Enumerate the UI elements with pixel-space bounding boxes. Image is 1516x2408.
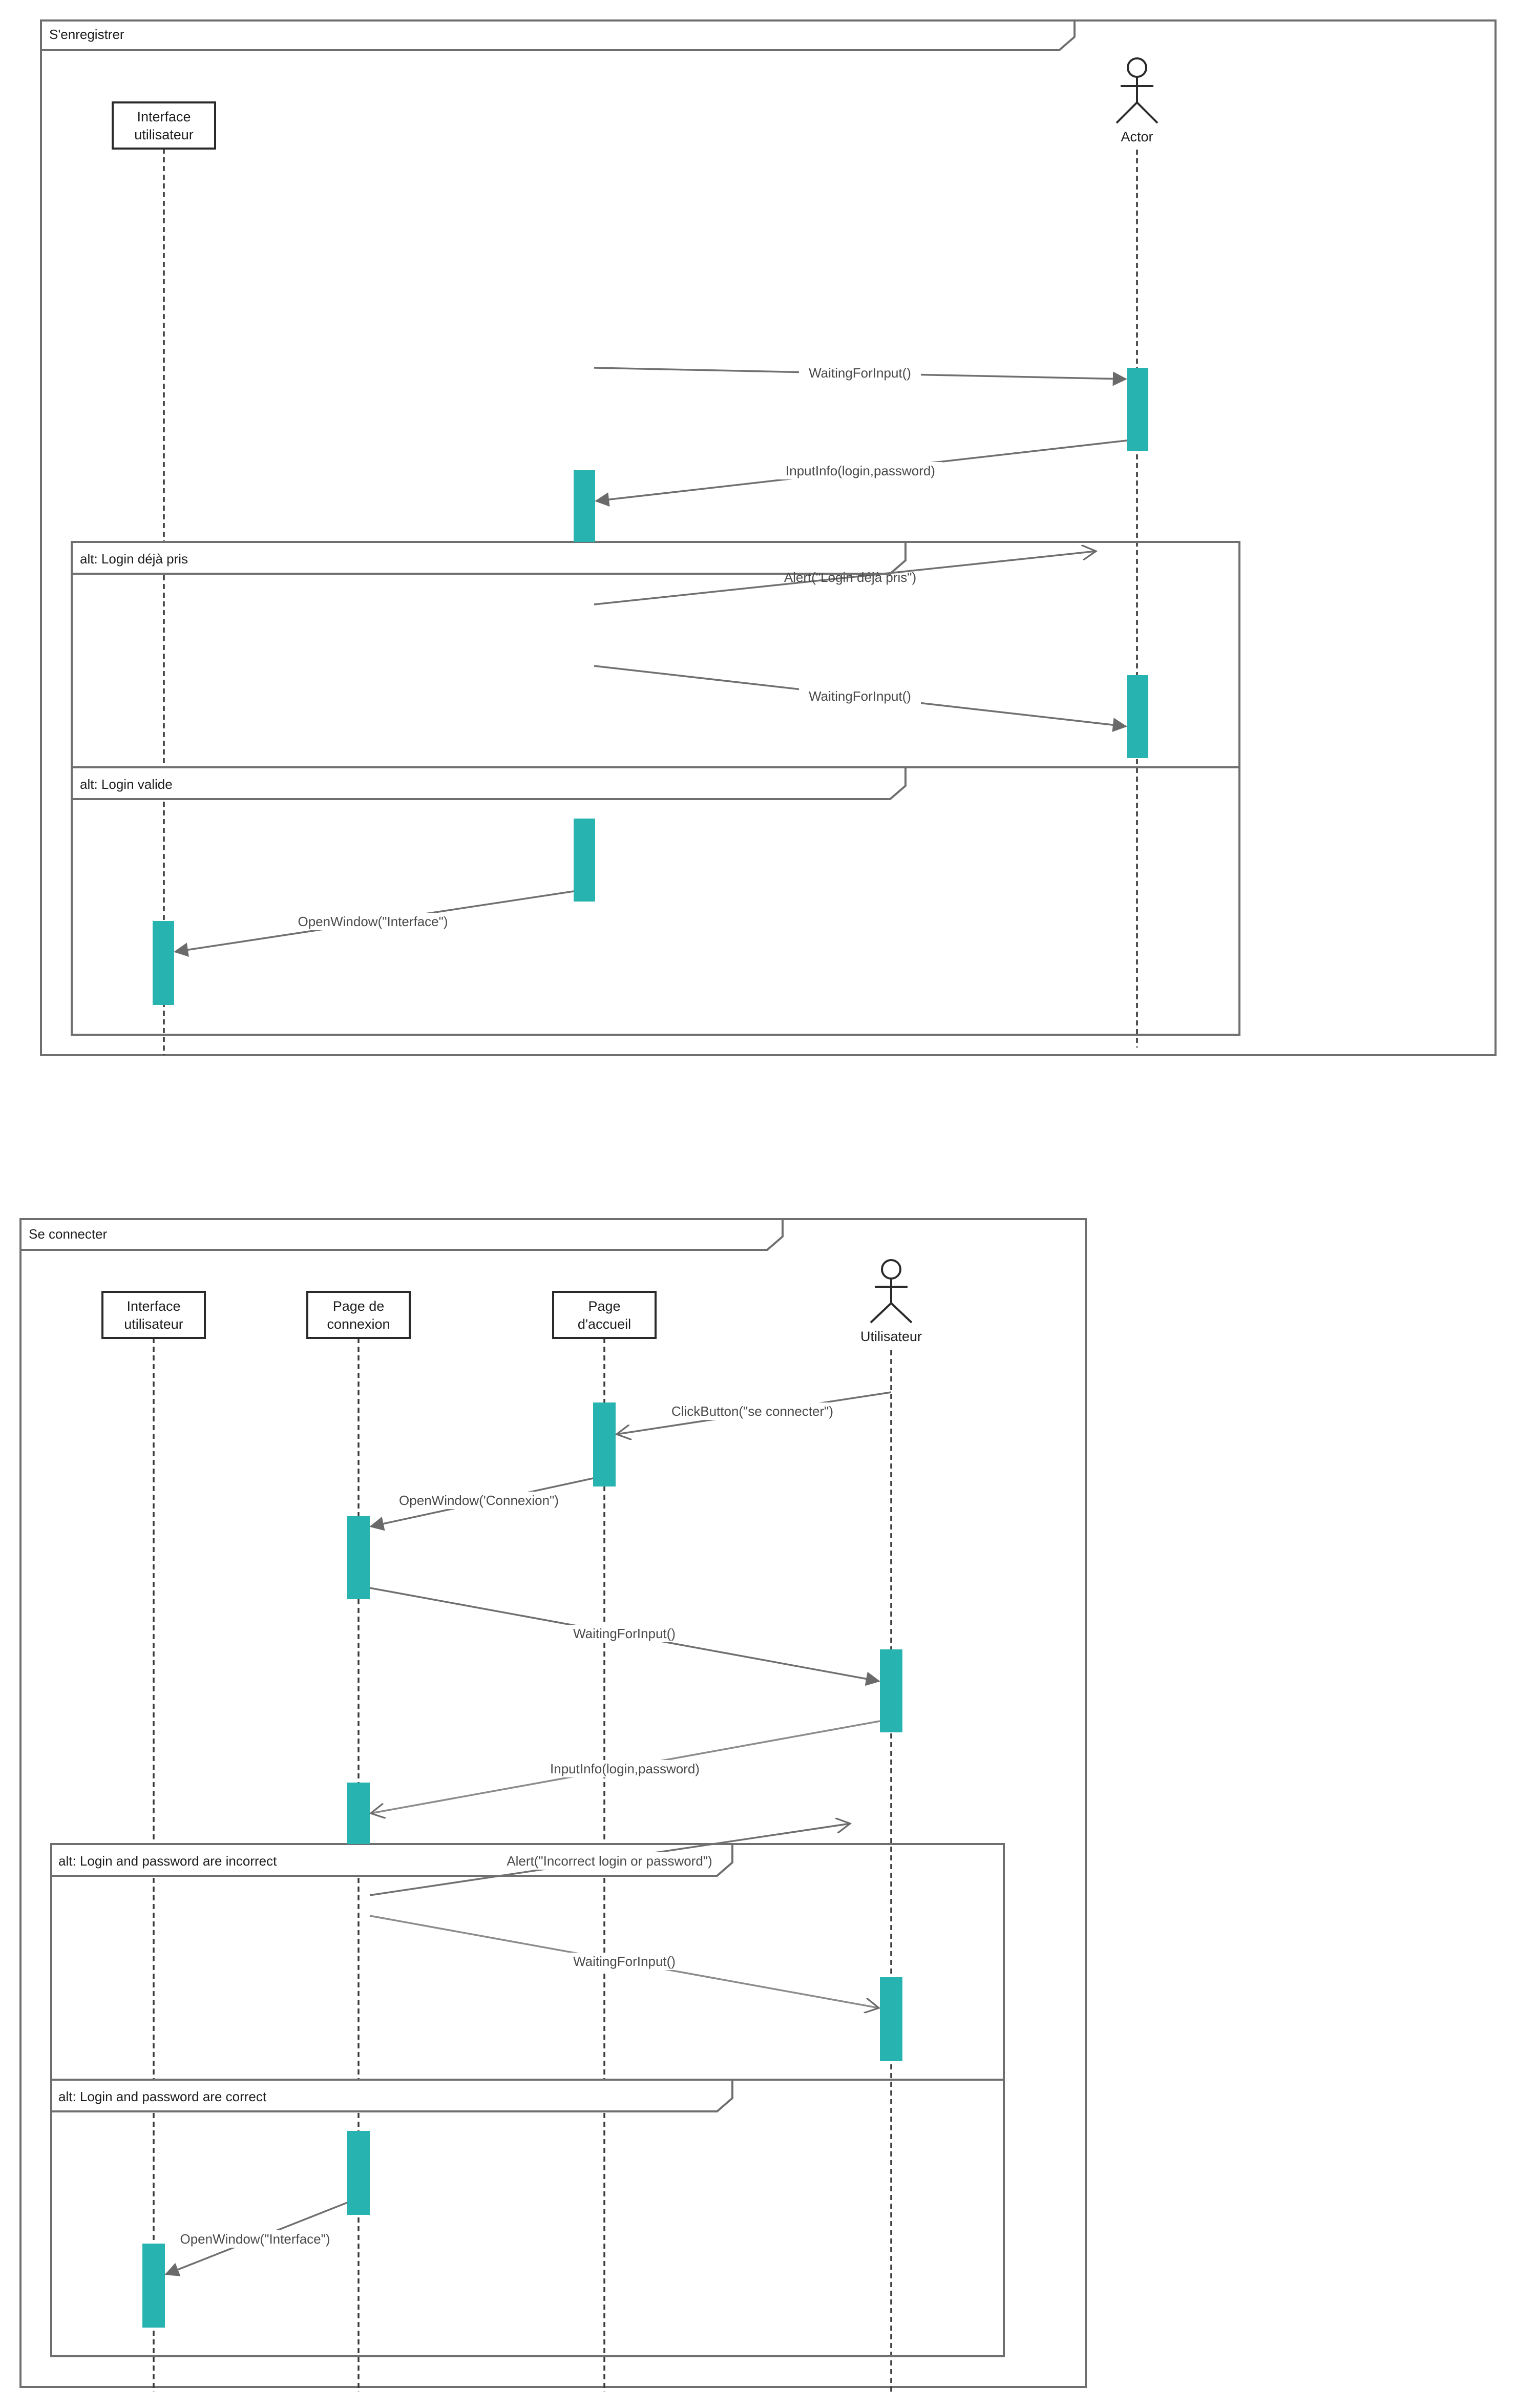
participant-ui-login [101, 1291, 206, 1339]
alt-fragment-incorrect-title: alt: Login and password are incorrect [58, 1853, 277, 1869]
message-arrow-3 [594, 551, 1096, 605]
message-label-login-3: WaitingForInput() [573, 1626, 676, 1641]
participant-ui-register-line2: utilisateur [134, 127, 194, 142]
message-label-bg-2 [778, 462, 942, 479]
activation-user-1 [880, 1649, 902, 1732]
participant-ui-login-line1: Interface [127, 1299, 180, 1314]
activation-middle-1 [574, 470, 595, 542]
participant-login-page-line1: Page de [333, 1299, 385, 1314]
frame-register [40, 19, 1497, 1056]
message-label-4: WaitingForInput() [809, 688, 911, 704]
alt-fragment-login-valid [71, 766, 1240, 1036]
actor-register-name: Actor [1121, 129, 1153, 144]
actor-left-leg [1115, 101, 1138, 124]
message-label-login-1: ClickButton("se connecter") [671, 1404, 833, 1419]
message-label-bg-4 [799, 687, 921, 705]
participant-login-page-line2: connexion [327, 1316, 390, 1332]
message-label-login-5: Alert("Incorrect login or password") [507, 1853, 712, 1869]
activation-middle-2 [574, 819, 595, 902]
frame-register-title: S'enregistrer [49, 27, 124, 42]
activation-home-page [593, 1402, 616, 1486]
message-label-bg-1 [799, 365, 921, 382]
frame-login [19, 1218, 1087, 2388]
message-label-login-bg-7 [174, 2230, 336, 2248]
actor-right-leg [1136, 101, 1159, 124]
actor-user-left-leg [870, 1302, 892, 1324]
frame-login-tab [19, 1218, 784, 1251]
participant-home-page [552, 1291, 657, 1339]
message-label-login-bg-1 [666, 1402, 839, 1420]
alt-fragment-correct-tab [50, 2079, 733, 2112]
alt-fragment-login-valid-title: alt: Login valide [80, 777, 173, 792]
participant-ui-register [112, 101, 216, 150]
actor-head [1127, 57, 1147, 78]
activation-login-page-2 [347, 1783, 370, 1844]
message-label-2: InputInfo(login,password) [786, 463, 935, 478]
actor-user: Utilisateur [860, 1259, 922, 1344]
actor-user-name: Utilisateur [860, 1329, 922, 1344]
participant-ui-register-line1: Interface [137, 109, 191, 124]
alt-fragment-correct [50, 2079, 1005, 2357]
participant-login-page [306, 1291, 411, 1339]
activation-actor-2 [1127, 675, 1148, 758]
alt-fragment-correct-title: alt: Login and password are correct [58, 2089, 267, 2104]
alt-fragment-login-taken-title: alt: Login déjà pris [80, 551, 188, 567]
participant-home-page-line2: d'accueil [578, 1316, 631, 1332]
message-label-5: OpenWindow("Interface") [298, 914, 448, 929]
actor-user-head [881, 1259, 901, 1280]
message-label-login-bg-2 [394, 1492, 563, 1509]
activation-user-2 [880, 1977, 902, 2061]
message-label-login-bg-6 [563, 1953, 685, 1970]
diagram-login: Se connecter Interface utilisateur Page … [19, 1218, 1087, 2392]
activation-ui-register [153, 921, 174, 1005]
message-label-login-6: WaitingForInput() [573, 1954, 676, 1969]
message-label-login-2: OpenWindow('Connexion") [399, 1493, 559, 1508]
alt-fragment-login-taken-tab [71, 541, 907, 575]
message-label-login-4: InputInfo(login,password) [550, 1761, 700, 1776]
alt-fragment-login-valid-tab [71, 766, 907, 800]
message-label-3: Alert("Login déjà pris") [784, 570, 916, 585]
message-label-1: WaitingForInput() [809, 365, 911, 381]
actor-user-right-leg [890, 1302, 913, 1324]
frame-login-title: Se connecter [29, 1226, 108, 1242]
message-label-login-bg-5 [502, 1852, 717, 1870]
actor-register: Actor [1115, 57, 1159, 144]
message-label-login-7: OpenWindow("Interface") [180, 2231, 330, 2247]
participant-home-page-line1: Page [588, 1299, 620, 1314]
frame-register-tab [40, 19, 1076, 51]
activation-ui-login [142, 2244, 165, 2328]
activation-login-page-3 [347, 2131, 370, 2215]
participant-ui-login-line2: utilisateur [124, 1316, 183, 1332]
alt-fragment-incorrect [50, 1843, 1005, 2081]
diagram-register: S'enregistrer Interface utilisateur Acto… [40, 19, 1497, 1056]
activation-actor-1 [1127, 368, 1148, 451]
alt-fragment-login-taken [71, 541, 1240, 768]
message-label-login-bg-4 [543, 1760, 707, 1777]
activation-login-page-1 [347, 1516, 370, 1599]
message-label-bg-5 [292, 913, 454, 930]
message-label-login-bg-3 [563, 1625, 685, 1642]
